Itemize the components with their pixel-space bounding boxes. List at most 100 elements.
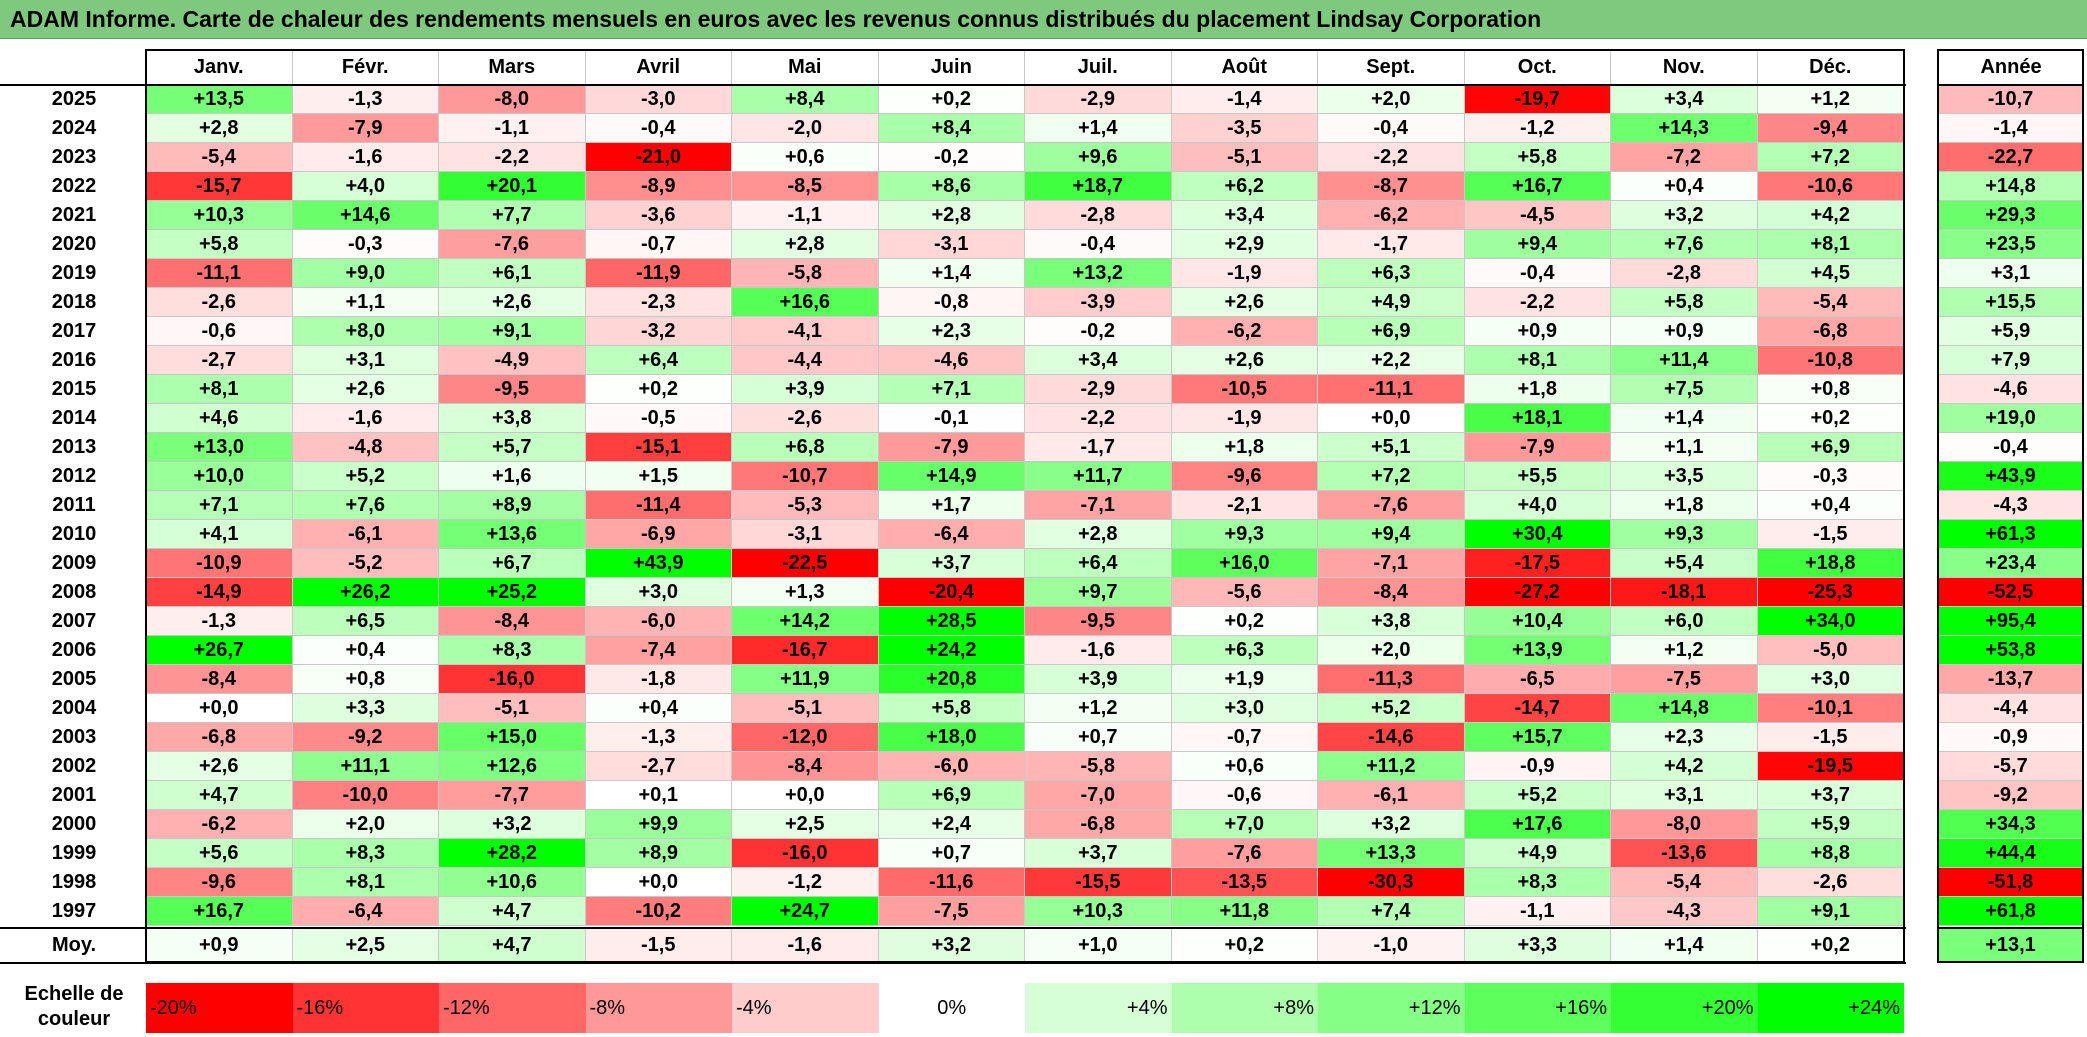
heatmap-cell: -2,9 (1025, 375, 1172, 404)
heatmap-cell: +14,9 (878, 462, 1025, 491)
heatmap-cell: +0,6 (732, 143, 879, 172)
year-label: 2006 (51, 639, 97, 661)
heatmap-cell: -10,1 (1757, 694, 1904, 723)
heatmap-cell: -7,6 (1318, 491, 1465, 520)
heatmap-cell: -9,6 (1171, 462, 1318, 491)
heatmap-cell: -1,4 (1171, 85, 1318, 114)
heatmap-cell: -20,4 (878, 578, 1025, 607)
heatmap-cell: -1,8 (585, 665, 732, 694)
month-header: Oct. (1465, 50, 1611, 85)
heatmap-cell: -0,1 (878, 404, 1025, 433)
year-label: 2004 (51, 697, 97, 719)
heatmap-cell: +34,0 (1757, 607, 1904, 636)
heatmap-cell: +7,4 (1318, 897, 1465, 926)
heatmap-cell: -8,0 (1611, 810, 1758, 839)
heatmap-cell: +1,1 (292, 288, 439, 317)
heatmap-cell: -8,4 (732, 752, 879, 781)
heatmap-cell: +8,4 (732, 85, 879, 114)
heatmap-cell: -1,7 (1025, 433, 1172, 462)
heatmap-cell: -3,1 (732, 520, 879, 549)
heatmap-cell: -1,3 (146, 607, 293, 636)
heatmap-cell: -17,5 (1464, 549, 1611, 578)
heatmap-cell: +14,8 (1611, 694, 1758, 723)
heatmap-cell: +0,4 (292, 636, 439, 665)
heatmap-cell: +2,6 (1171, 346, 1318, 375)
heatmap-cell: +7,2 (1757, 143, 1904, 172)
heatmap-cell: +43,9 (585, 549, 732, 578)
heatmap-cell: +1,2 (1611, 636, 1758, 665)
heatmap-cell: -2,2 (1318, 143, 1465, 172)
heatmap-cell: -8,9 (585, 172, 732, 201)
annual-cell: +3,1 (1938, 259, 2084, 288)
heatmap-cell: -5,1 (1171, 143, 1318, 172)
annual-cell: +34,3 (1938, 810, 2084, 839)
heatmap-cell: +3,2 (1611, 201, 1758, 230)
heatmap-cell: -7,9 (292, 114, 439, 143)
heatmap-cell: -1,6 (292, 404, 439, 433)
heatmap-cell: +10,6 (439, 868, 586, 897)
heatmap-cell: +2,2 (1318, 346, 1465, 375)
heatmap-cell: -7,5 (1611, 665, 1758, 694)
heatmap-cell: -6,9 (585, 520, 732, 549)
year-label: 2019 (51, 262, 97, 284)
heatmap-cell: -22,5 (732, 549, 879, 578)
year-label: 2007 (51, 610, 97, 632)
heatmap-cell: -0,9 (1464, 752, 1611, 781)
year-label: 2002 (51, 755, 97, 777)
heatmap-cell: +28,2 (439, 839, 586, 868)
heatmap-cell: -0,4 (585, 114, 732, 143)
heatmap-cell: +9,0 (292, 259, 439, 288)
heatmap-cell: -5,0 (1757, 636, 1904, 665)
heatmap-cell: +0,4 (1757, 491, 1904, 520)
heatmap-cell: +1,8 (1464, 375, 1611, 404)
heatmap-cell: +6,3 (1171, 636, 1318, 665)
heatmap-cell: +7,6 (1611, 230, 1758, 259)
heatmap-cell: +0,4 (1611, 172, 1758, 201)
annual-cell: -5,7 (1938, 752, 2084, 781)
heatmap-cell: -11,3 (1318, 665, 1465, 694)
heatmap-cell: -5,8 (1025, 752, 1172, 781)
heatmap-cell: +7,7 (439, 201, 586, 230)
heatmap-cell: +14,3 (1611, 114, 1758, 143)
heatmap-cell: -11,1 (146, 259, 293, 288)
year-label: 2011 (52, 494, 96, 516)
annual-header: Année (1980, 56, 2042, 78)
heatmap-cell: +0,6 (1171, 752, 1318, 781)
heatmap-cell: -2,8 (1025, 201, 1172, 230)
heatmap-cell: +9,7 (1025, 578, 1172, 607)
color-scale-cell: +8% (1171, 983, 1318, 1033)
heatmap-cell: -1,2 (732, 868, 879, 897)
heatmap-cell: -0,6 (146, 317, 293, 346)
heatmap-cell: -5,1 (732, 694, 879, 723)
heatmap-cell: -10,9 (146, 549, 293, 578)
heatmap-cell: -9,4 (1757, 114, 1904, 143)
heatmap-cell: -19,7 (1464, 85, 1611, 114)
month-header: Mai (732, 50, 879, 85)
heatmap-cell: +7,2 (1318, 462, 1465, 491)
annual-cell: +44,4 (1938, 839, 2084, 868)
heatmap-cell: +8,1 (292, 868, 439, 897)
heatmap-cell: -1,9 (1171, 404, 1318, 433)
heatmap-cell: +11,7 (1025, 462, 1172, 491)
heatmap-cell: +16,7 (146, 897, 293, 926)
heatmap-cell: +8,3 (439, 636, 586, 665)
heatmap-cell: -9,5 (1025, 607, 1172, 636)
heatmap-cell: -10,6 (1757, 172, 1904, 201)
heatmap-cell: -7,0 (1025, 781, 1172, 810)
heatmap-cell: +25,2 (439, 578, 586, 607)
heatmap-cell: +3,4 (1025, 346, 1172, 375)
heatmap-cell: -1,6 (1025, 636, 1172, 665)
year-label: 2003 (51, 726, 97, 748)
color-scale-cell: -4% (732, 983, 879, 1033)
heatmap-cell: +2,6 (146, 752, 293, 781)
heatmap-cell: -2,2 (1025, 404, 1172, 433)
color-scale-cell: +12% (1318, 983, 1465, 1033)
title-bar: ADAM Informe. Carte de chaleur des rende… (0, 0, 2087, 39)
annual-cell: +7,9 (1938, 346, 2084, 375)
heatmap-cell: -10,5 (1171, 375, 1318, 404)
color-scale-cell: 0% (878, 983, 1025, 1033)
month-header: Sept. (1318, 50, 1465, 85)
heatmap-cell: +7,1 (146, 491, 293, 520)
month-header: Mars (439, 50, 586, 85)
heatmap-cell: +10,3 (1025, 897, 1172, 926)
